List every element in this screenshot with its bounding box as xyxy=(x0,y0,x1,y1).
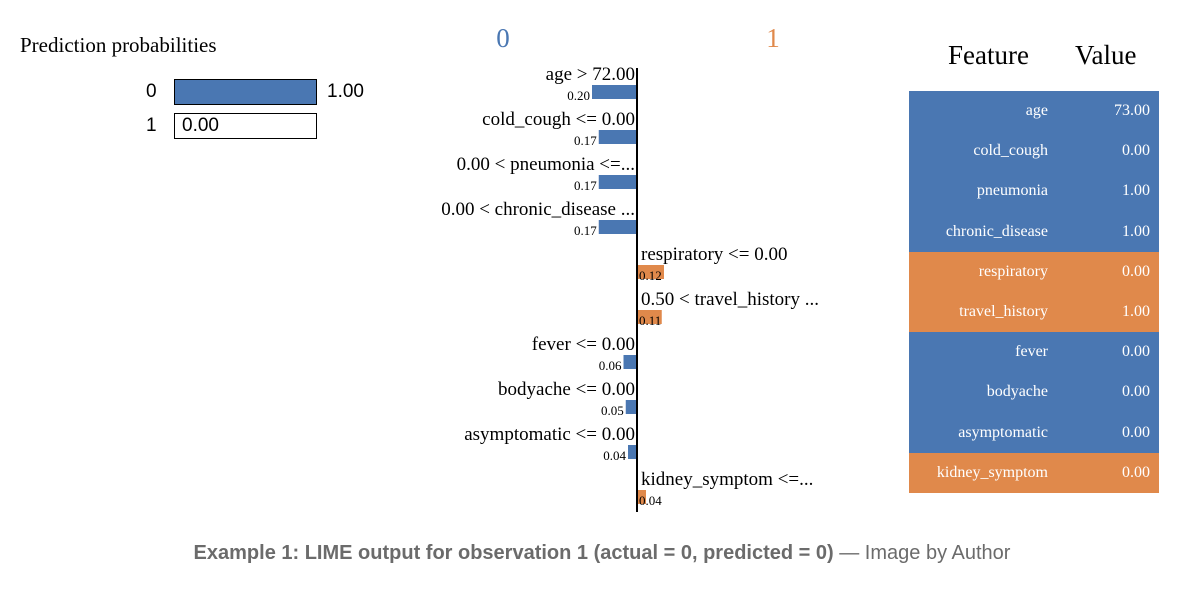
feature-value: 0.00 xyxy=(1122,343,1150,361)
table-header-value: Value xyxy=(1075,40,1137,70)
feature-name: asymptomatic xyxy=(958,423,1048,441)
feature-name: age xyxy=(1025,102,1048,119)
feature-value: 1.00 xyxy=(1122,222,1150,240)
contribution-bar xyxy=(598,175,637,189)
feature-value: 0.00 xyxy=(1122,463,1150,481)
table-row: respiratory 0.00 xyxy=(909,251,1159,292)
table-row: age 73.00 xyxy=(909,91,1159,132)
feature-value: 1.00 xyxy=(1122,302,1150,320)
table-row: asymptomatic 0.00 xyxy=(909,412,1159,453)
table-row: bodyache 0.00 xyxy=(909,372,1159,413)
contribution-bar xyxy=(628,445,637,459)
feature-condition-label: kidney_symptom <=... xyxy=(641,469,813,490)
contribution-value-label: 0.17 xyxy=(574,223,597,238)
feature-condition-label: 0.50 < travel_history ... xyxy=(641,289,819,310)
feature-condition-label: respiratory <= 0.00 xyxy=(641,244,787,265)
caption-title: Example 1: LIME output for observation 1… xyxy=(193,542,834,564)
contribution-value-label: 0.04 xyxy=(639,493,662,508)
contribution-value-label: 0.05 xyxy=(601,403,624,418)
lime-explanation-figure: Prediction probabilities 0 1.00 1 0.00 0… xyxy=(20,23,1159,512)
prediction-probabilities-title: Prediction probabilities xyxy=(20,33,217,57)
feature-value: 0.00 xyxy=(1122,423,1150,441)
contribution-value-label: 0.04 xyxy=(603,448,626,463)
feature-condition-label: cold_cough <= 0.00 xyxy=(482,109,635,130)
caption-credit: — Image by Author xyxy=(833,542,1011,564)
table-row: fever 0.00 xyxy=(909,332,1159,373)
probability-class-label: 1 xyxy=(146,115,157,136)
contribution-bar xyxy=(598,130,637,144)
feature-name: chronic_disease xyxy=(945,222,1048,240)
feature-name: travel_history xyxy=(959,302,1048,320)
contribution-bar xyxy=(623,355,637,369)
feature-condition-label: asymptomatic <= 0.00 xyxy=(464,424,635,445)
probability-bar-frame xyxy=(174,79,317,105)
feature-value-table: age 73.00 cold_cough 0.00 pneumonia 1.00 chron… xyxy=(909,91,1159,493)
probability-bar xyxy=(175,80,316,104)
probability-bar-frame xyxy=(174,113,317,139)
contribution-value-label: 0.12 xyxy=(639,268,662,283)
feature-condition-label: age > 72.00 xyxy=(546,64,635,85)
class-header-0: 0 xyxy=(496,23,510,53)
probability-value: 0.00 xyxy=(182,115,219,136)
table-row: travel_history 1.00 xyxy=(909,291,1159,333)
feature-value: 0.00 xyxy=(1122,142,1150,160)
contribution-bar xyxy=(598,220,637,234)
feature-name: bodyache xyxy=(986,383,1048,401)
class-header-1: 1 xyxy=(766,23,780,53)
feature-condition-label: fever <= 0.00 xyxy=(532,334,635,355)
feature-value: 0.00 xyxy=(1122,383,1150,401)
table-row: kidney_symptom 0.00 xyxy=(909,452,1159,493)
feature-condition-label: bodyache <= 0.00 xyxy=(498,379,635,400)
feature-value: 73.00 xyxy=(1114,102,1150,119)
probability-class-label: 0 xyxy=(146,81,157,102)
feature-name: cold_cough xyxy=(973,142,1048,160)
contribution-bar xyxy=(637,490,646,504)
feature-contribution-chart: 0 1 age > 72.00 0.20 cold_cough <= 0.00 0.17 0… xyxy=(441,23,819,512)
contribution-bar xyxy=(592,85,637,99)
contribution-value-label: 0.20 xyxy=(567,88,590,103)
table-row: chronic_disease 1.00 xyxy=(909,211,1159,252)
contribution-value-label: 0.11 xyxy=(639,313,661,328)
contribution-value-label: 0.17 xyxy=(574,133,597,148)
feature-name: respiratory xyxy=(978,262,1048,280)
contribution-bar xyxy=(637,310,662,324)
table-header-feature: Feature xyxy=(948,40,1029,70)
probability-value: 1.00 xyxy=(327,81,364,102)
contribution-bar xyxy=(625,400,637,414)
feature-condition-label: 0.00 < chronic_disease ... xyxy=(441,199,635,220)
table-row: pneumonia 1.00 xyxy=(909,171,1159,212)
feature-value: 0.00 xyxy=(1122,262,1150,280)
contribution-value-label: 0.06 xyxy=(599,358,622,373)
feature-name: pneumonia xyxy=(976,182,1048,200)
feature-condition-label: 0.00 < pneumonia <=... xyxy=(457,154,635,175)
feature-name: kidney_symptom xyxy=(936,463,1048,481)
figure-caption: Example 1: LIME output for observation 1… xyxy=(0,542,1204,565)
feature-value: 1.00 xyxy=(1122,182,1150,200)
feature-name: fever xyxy=(1015,343,1048,361)
contribution-bar xyxy=(637,265,664,279)
table-row: cold_cough 0.00 xyxy=(909,131,1159,172)
contribution-value-label: 0.17 xyxy=(574,178,597,193)
